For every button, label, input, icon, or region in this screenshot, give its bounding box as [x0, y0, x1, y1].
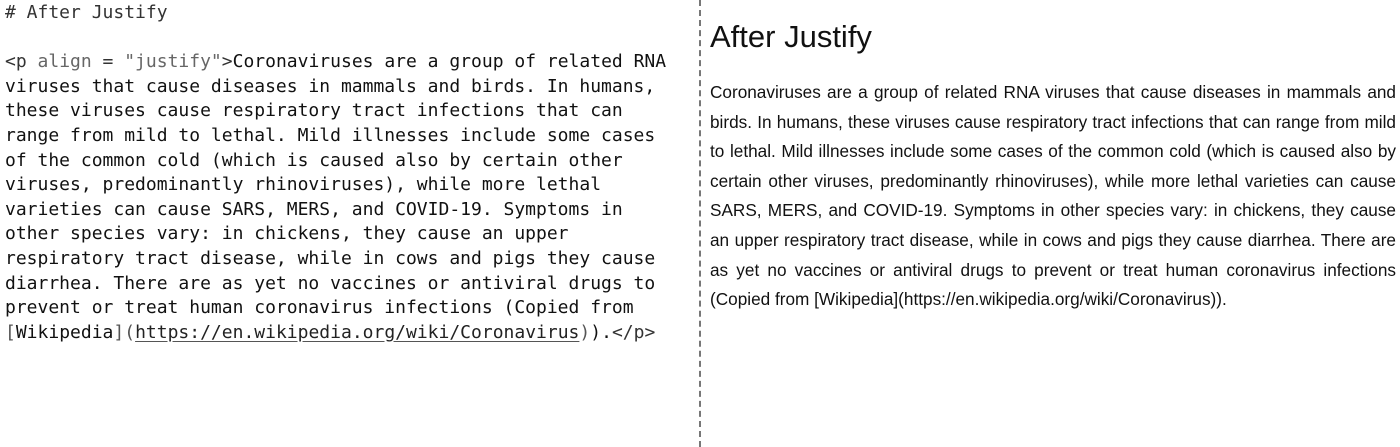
markdown-editor[interactable]: # After Justify <p align = "justify">Cor…: [0, 0, 698, 447]
open-tag-start: <p: [5, 51, 38, 73]
attr-eq: =: [91, 51, 125, 73]
link-bracket-close: ]: [113, 321, 125, 343]
editor-line-8: other species vary: in chickens, they ca…: [5, 223, 569, 245]
editor-line-6: viruses, predominantly rhinoviruses), wh…: [5, 174, 602, 196]
markdown-preview: After Justify Coronaviruses are a group …: [710, 0, 1396, 447]
attr-name: align: [37, 51, 92, 73]
editor-line-12: [Wikipedia](https://en.wikipedia.org/wik…: [5, 320, 698, 346]
editor-text: Coronaviruses are a group of related RNA: [232, 51, 667, 73]
editor-line-blank: [5, 25, 698, 51]
editor-line-7: varieties can cause SARS, MERS, and COVI…: [5, 198, 623, 220]
editor-line-4: range from mild to lethal. Mild illnesse…: [5, 124, 656, 146]
close-tag: </p>: [611, 321, 656, 343]
editor-line-2: viruses that cause diseases in mammals a…: [5, 75, 656, 97]
heading-comment: # After Justify: [5, 2, 168, 23]
editor-line-11: prevent or treat human coronavirus infec…: [5, 297, 634, 319]
preview-heading: After Justify: [710, 19, 872, 54]
editor-line-9: respiratory tract disease, while in cows…: [5, 247, 656, 269]
wikipedia-url[interactable]: https://en.wikipedia.org/wiki/Coronaviru…: [135, 321, 580, 343]
editor-line-3: these viruses cause respiratory tract in…: [5, 100, 623, 122]
attr-value: "justify": [124, 51, 222, 73]
url-paren-close: ): [579, 321, 591, 343]
editor-line-5: of the common cold (which is caused also…: [5, 149, 623, 171]
open-tag-end: >: [221, 51, 233, 73]
pane-divider[interactable]: [699, 0, 701, 447]
link-text: Wikipedia: [15, 321, 114, 343]
editor-line-1: <p align = "justify">Coronaviruses are a…: [5, 49, 698, 75]
editor-line-comment: # After Justify: [5, 0, 698, 26]
preview-paragraph: Coronaviruses are a group of related RNA…: [710, 82, 1396, 310]
link-bracket-open: [: [5, 321, 16, 343]
editor-line-10: diarrhea. There are as yet no vaccines o…: [5, 272, 656, 294]
url-paren-open: (: [124, 321, 136, 343]
editor-tail: ).: [590, 321, 612, 343]
